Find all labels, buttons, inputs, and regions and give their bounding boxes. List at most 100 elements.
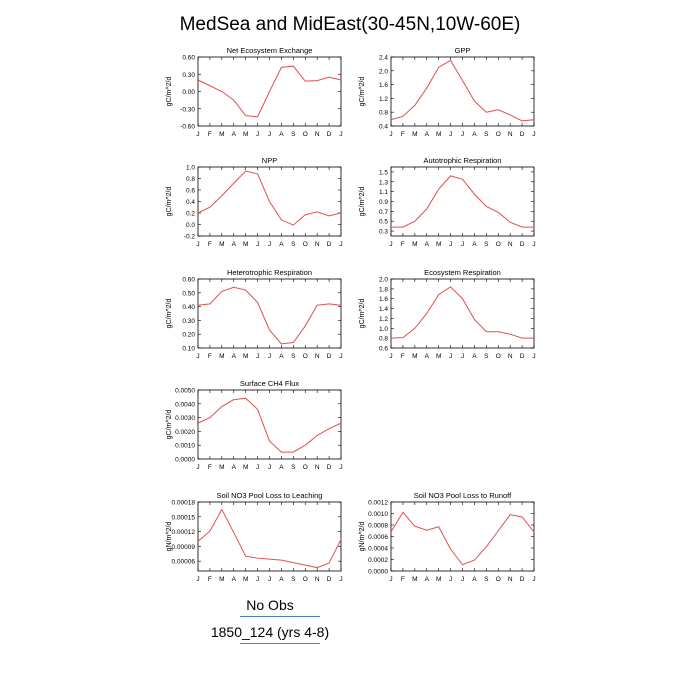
- x-tick-label: O: [496, 131, 501, 138]
- chart-title: Surface CH4 Flux: [240, 379, 299, 388]
- y-tick-label: 0.30: [182, 318, 195, 325]
- y-tick-label: 0.40: [182, 304, 195, 311]
- y-tick-label: 0.10: [182, 346, 195, 353]
- x-tick-label: J: [389, 241, 392, 248]
- x-tick-label: A: [279, 464, 284, 471]
- x-tick-label: D: [327, 131, 332, 138]
- y-tick-label: 0.60: [182, 55, 195, 62]
- y-tick-label: 0.7: [379, 209, 388, 216]
- x-tick-label: O: [496, 241, 501, 248]
- y-tick-label: 0.0030: [175, 415, 195, 422]
- y-tick-label: 1.6: [379, 296, 388, 303]
- y-tick-label: 0.0010: [175, 443, 195, 450]
- x-tick-label: M: [436, 576, 441, 583]
- y-tick-label: 0.8: [186, 176, 195, 183]
- x-tick-label: F: [208, 464, 212, 471]
- x-tick-label: F: [401, 576, 405, 583]
- x-tick-label: F: [401, 131, 405, 138]
- x-tick-label: J: [268, 464, 271, 471]
- x-tick-label: S: [291, 131, 296, 138]
- y-tick-label: 0.0: [186, 222, 195, 229]
- x-tick-label: A: [472, 131, 477, 138]
- y-tick-label: 1.8: [379, 286, 388, 293]
- chart-title: NPP: [262, 156, 277, 165]
- y-tick-label: 0.6: [379, 346, 388, 353]
- x-tick-label: S: [291, 464, 296, 471]
- x-tick-label: S: [484, 241, 489, 248]
- x-tick-label: N: [315, 131, 320, 138]
- x-tick-label: J: [532, 576, 535, 583]
- x-tick-label: A: [279, 241, 284, 248]
- y-tick-label: 2.0: [379, 68, 388, 75]
- x-tick-label: J: [532, 131, 535, 138]
- x-tick-label: O: [303, 241, 308, 248]
- x-tick-label: J: [196, 241, 199, 248]
- x-tick-label: O: [496, 353, 501, 360]
- y-tick-label: 1.2: [379, 316, 388, 323]
- x-tick-label: D: [327, 241, 332, 248]
- x-tick-label: J: [256, 464, 259, 471]
- series-line: [197, 65, 342, 118]
- y-tick-label: 0.6: [186, 188, 195, 195]
- series-line: [390, 59, 535, 122]
- x-tick-label: F: [401, 353, 405, 360]
- y-tick-label: -0.60: [180, 124, 195, 131]
- chart-surface-ch4-flux: Surface CH4 Flux gC/m^2/d 0.0000 0.0010 0.00…: [166, 379, 343, 471]
- series-line: [197, 508, 342, 569]
- x-tick-label: A: [279, 576, 284, 583]
- x-tick-label: A: [279, 353, 284, 360]
- legend-line-model: [240, 643, 320, 644]
- chart-title: Autotrophic Respiration: [424, 156, 502, 165]
- x-tick-label: A: [472, 241, 477, 248]
- y-tick-label: 0.8: [379, 336, 388, 343]
- x-tick-label: J: [532, 353, 535, 360]
- x-tick-label: J: [268, 131, 271, 138]
- x-tick-label: J: [256, 131, 259, 138]
- y-tick-label: 0.30: [182, 72, 195, 79]
- x-tick-label: A: [425, 353, 430, 360]
- x-tick-label: J: [389, 131, 392, 138]
- series-line: [390, 511, 535, 566]
- y-tick-label: 0.0040: [175, 401, 195, 408]
- y-axis-label: gC/m^2/d: [166, 410, 173, 440]
- x-tick-label: O: [303, 353, 308, 360]
- y-tick-label: 0.0008: [368, 523, 388, 530]
- x-tick-label: F: [208, 241, 212, 248]
- x-tick-label: S: [484, 131, 489, 138]
- x-tick-label: M: [412, 353, 417, 360]
- x-tick-label: N: [315, 353, 320, 360]
- x-tick-label: J: [268, 353, 271, 360]
- plot-frame: [390, 166, 535, 237]
- x-tick-label: J: [449, 353, 452, 360]
- x-tick-label: F: [208, 131, 212, 138]
- y-tick-label: 0.0020: [175, 429, 195, 436]
- y-tick-label: -0.2: [184, 234, 196, 241]
- y-axis-label: gN/m^2/d: [359, 522, 366, 552]
- x-tick-label: A: [232, 576, 237, 583]
- series-line: [197, 286, 342, 345]
- y-tick-label: -0.30: [180, 106, 195, 113]
- plot-frame: [197, 278, 342, 349]
- x-tick-label: J: [389, 353, 392, 360]
- y-tick-label: 0.00012: [172, 529, 196, 536]
- y-tick-label: 0.0010: [368, 511, 388, 518]
- y-tick-label: 1.0: [186, 165, 195, 172]
- plot-frame: [390, 501, 535, 572]
- chart-soil-no3-pool-loss-to-runoff: Soil NO3 Pool Loss to RunoffgN/m^2/d0.00…: [359, 491, 536, 583]
- legend-line-no-obs: [240, 616, 320, 617]
- plot-frame: [197, 389, 342, 460]
- chart-title: Net Ecosystem Exchange: [227, 46, 313, 55]
- x-tick-label: J: [339, 241, 342, 248]
- x-tick-label: J: [339, 353, 342, 360]
- series-line: [391, 175, 534, 228]
- x-tick-label: D: [520, 131, 525, 138]
- y-tick-label: 1.6: [379, 82, 388, 89]
- x-tick-label: J: [339, 464, 342, 471]
- x-tick-label: N: [508, 131, 513, 138]
- x-tick-label: J: [196, 131, 199, 138]
- x-tick-label: J: [196, 353, 199, 360]
- x-tick-label: F: [208, 353, 212, 360]
- x-tick-label: J: [256, 576, 259, 583]
- x-tick-label: S: [484, 576, 489, 583]
